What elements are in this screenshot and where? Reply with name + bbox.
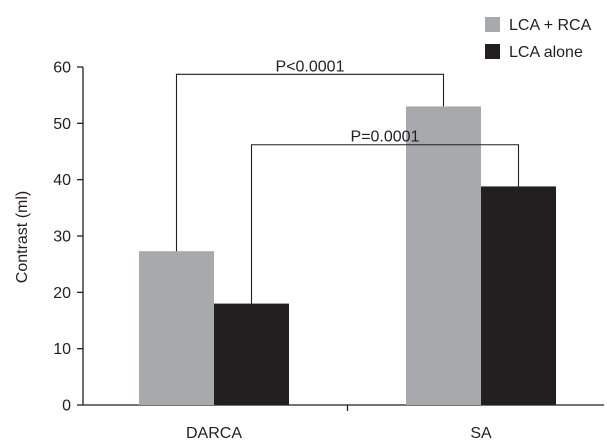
bar-lca-alone [214, 303, 289, 405]
y-tick-label: 10 [53, 341, 71, 358]
significance-bracket [250, 144, 520, 304]
legend-swatch [485, 17, 500, 32]
x-axis: DARCA SA [83, 404, 604, 442]
bars [139, 106, 556, 405]
y-axis-label: Contrast (ml) [14, 191, 31, 283]
significance-bracket [175, 73, 445, 252]
legend: LCA + RCA LCA alone [485, 17, 592, 61]
y-tick-label: 40 [53, 172, 71, 189]
y-tick-label: 30 [53, 229, 71, 246]
x-category-label: SA [470, 425, 492, 442]
bar-lca-rca [406, 106, 481, 405]
y-tick-label: 50 [53, 116, 71, 133]
bar-lca-rca [139, 251, 214, 405]
significance-brackets: P<0.0001 P=0.0001 [175, 58, 520, 304]
legend-label: LCA + RCA [509, 17, 592, 34]
y-tick-label: 20 [53, 285, 71, 302]
y-tick-label: 0 [62, 398, 71, 415]
x-category-label: DARCA [186, 425, 242, 442]
y-tick-label: 60 [53, 60, 71, 77]
y-axis: 0 10 20 30 40 50 60 [53, 60, 84, 415]
legend-swatch [485, 44, 500, 59]
legend-label: LCA alone [509, 44, 583, 61]
significance-label: P<0.0001 [276, 58, 345, 75]
bar-lca-alone [481, 186, 556, 405]
significance-label: P=0.0001 [351, 129, 420, 146]
